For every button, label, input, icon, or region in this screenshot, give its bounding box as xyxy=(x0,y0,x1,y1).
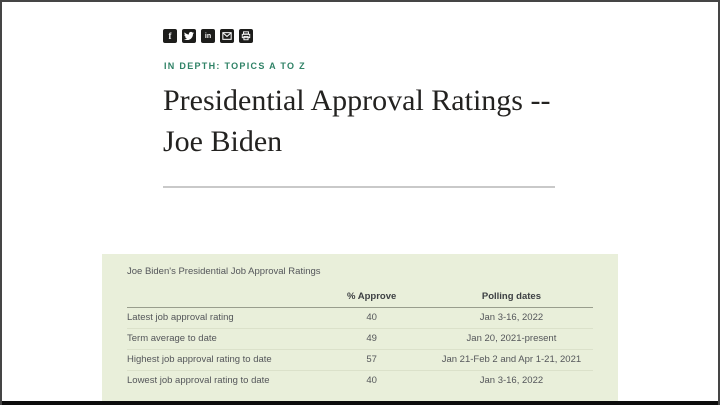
twitter-share-icon[interactable] xyxy=(182,29,196,43)
row-label: Highest job approval rating to date xyxy=(127,349,314,371)
row-label: Term average to date xyxy=(127,328,314,350)
row-dates: Jan 3-16, 2022 xyxy=(479,375,544,386)
row-dates: Jan 20, 2021-present xyxy=(429,328,593,350)
breadcrumb-topics-link[interactable]: IN DEPTH: TOPICS A TO Z xyxy=(164,61,306,71)
table-header-row: % Approve Polling dates xyxy=(127,288,593,308)
table-row: Lowest job approval rating to date 40 Ja… xyxy=(127,371,593,392)
table-row: Term average to date 49 Jan 20, 2021-pre… xyxy=(127,328,593,350)
row-approve: 40 xyxy=(366,375,377,386)
row-dates: Jan 21-Feb 2 and Apr 1-21, 2021 xyxy=(429,349,593,371)
bottom-black-bar xyxy=(2,401,718,405)
row-approve: 57 xyxy=(313,349,430,371)
page-title-line2: Joe Biden xyxy=(163,125,283,158)
row-approve: 40 xyxy=(313,307,430,329)
table-row: Latest job approval rating 40 Jan 3-16, … xyxy=(127,307,593,329)
print-share-icon[interactable] xyxy=(239,29,253,43)
table-title: Joe Biden's Presidential Job Approval Ra… xyxy=(127,266,321,277)
row-approve: 49 xyxy=(313,328,430,350)
envelope-icon xyxy=(222,32,232,40)
header-label xyxy=(127,288,314,308)
linkedin-share-icon[interactable]: in xyxy=(201,29,215,43)
printer-icon xyxy=(241,31,251,41)
page-title: Presidential Approval Ratings -- Joe Bid… xyxy=(163,80,603,162)
table-row: Highest job approval rating to date 57 J… xyxy=(127,349,593,371)
section-divider xyxy=(163,186,555,188)
share-icon-row: f in xyxy=(163,29,253,43)
row-label: Lowest job approval rating to date xyxy=(127,375,270,386)
facebook-share-icon[interactable]: f xyxy=(163,29,177,43)
header-polling-dates: Polling dates xyxy=(429,288,593,308)
header-approve: % Approve xyxy=(313,288,430,308)
approval-ratings-table: % Approve Polling dates Latest job appro… xyxy=(127,288,593,391)
approval-ratings-box: Joe Biden's Presidential Job Approval Ra… xyxy=(102,254,618,405)
email-share-icon[interactable] xyxy=(220,29,234,43)
row-label: Latest job approval rating xyxy=(127,307,314,329)
row-dates: Jan 3-16, 2022 xyxy=(429,307,593,329)
page-title-line1: Presidential Approval Ratings -- xyxy=(163,84,551,117)
twitter-bird-icon xyxy=(184,31,194,41)
